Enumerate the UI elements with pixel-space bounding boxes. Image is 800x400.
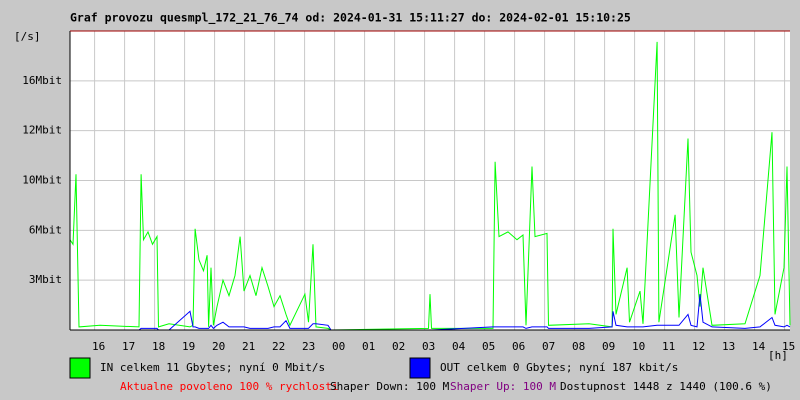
footer-text: Shaper Up: 100 M xyxy=(450,380,556,393)
x-tick-label: 17 xyxy=(122,340,135,353)
x-tick-label: 04 xyxy=(452,340,466,353)
x-tick-label: 20 xyxy=(212,340,225,353)
legend-swatch xyxy=(409,357,431,379)
x-tick-label: 00 xyxy=(332,340,345,353)
x-tick-label: 09 xyxy=(602,340,615,353)
x-tick-label: 21 xyxy=(242,340,255,353)
x-tick-label: 05 xyxy=(482,340,495,353)
footer-text: Dostupnost 1448 z 1440 (100.6 %) xyxy=(560,380,772,393)
x-tick-label: 03 xyxy=(422,340,435,353)
y-tick-label: 12Mbit xyxy=(22,124,62,137)
x-tick-label: 19 xyxy=(182,340,195,353)
y-tick-label: 3Mbit xyxy=(29,273,62,286)
x-tick-label: 13 xyxy=(722,340,735,353)
x-tick-label: 23 xyxy=(302,340,315,353)
x-axis-label: [h] xyxy=(768,349,788,362)
legend-label: IN celkem 11 Gbytes; nyní 0 Mbit/s xyxy=(100,361,325,374)
chart-title: Graf provozu quesmpl_172_21_76_74 od: 20… xyxy=(70,11,631,26)
x-tick-label: 12 xyxy=(692,340,705,353)
x-tick-label: 07 xyxy=(542,340,555,353)
footer-text: Aktualne povoleno 100 % rychlosti xyxy=(120,380,339,393)
footer-text: Shaper Down: 100 M xyxy=(330,380,450,393)
x-tick-label: 08 xyxy=(572,340,585,353)
y-tick-label: 16Mbit xyxy=(22,74,62,87)
series-line xyxy=(69,41,791,331)
x-tick-label: 02 xyxy=(392,340,405,353)
x-tick-label: 18 xyxy=(152,340,165,353)
x-tick-label: 01 xyxy=(362,340,375,353)
y-axis-label: [/s] xyxy=(14,30,41,43)
x-tick-label: 16 xyxy=(92,340,105,353)
series-line xyxy=(70,294,791,331)
x-tick-label: 14 xyxy=(752,340,766,353)
legend-label: OUT celkem 0 Gbytes; nyní 187 kbit/s xyxy=(440,361,678,374)
y-tick-label: 10Mbit xyxy=(22,174,62,187)
y-tick-label: 6Mbit xyxy=(29,223,62,236)
x-tick-label: 10 xyxy=(632,340,645,353)
legend-swatch xyxy=(69,357,91,379)
x-tick-label: 15 xyxy=(782,340,795,353)
x-tick-label: 22 xyxy=(272,340,285,353)
x-tick-label: 06 xyxy=(512,340,525,353)
x-tick-label: 11 xyxy=(662,340,675,353)
